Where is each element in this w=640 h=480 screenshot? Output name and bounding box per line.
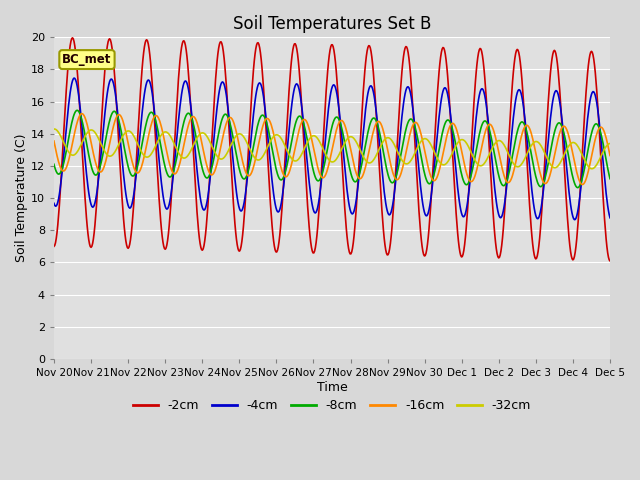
-16cm — [50, 138, 58, 144]
-8cm — [175, 146, 182, 152]
Line: -2cm: -2cm — [54, 38, 610, 261]
Line: -4cm: -4cm — [54, 78, 610, 220]
-16cm — [118, 116, 126, 121]
-16cm — [175, 165, 182, 171]
-16cm — [60, 168, 68, 174]
Title: Soil Temperatures Set B: Soil Temperatures Set B — [233, 15, 431, 33]
-8cm — [606, 176, 614, 181]
-4cm — [417, 183, 424, 189]
-2cm — [175, 76, 182, 82]
Line: -16cm: -16cm — [54, 114, 610, 184]
-32cm — [117, 136, 125, 142]
-8cm — [60, 159, 68, 165]
-32cm — [50, 126, 58, 132]
-4cm — [70, 75, 78, 81]
-2cm — [204, 204, 212, 209]
-2cm — [118, 194, 126, 200]
Legend: -2cm, -4cm, -8cm, -16cm, -32cm: -2cm, -4cm, -8cm, -16cm, -32cm — [128, 394, 536, 417]
-2cm — [68, 35, 76, 41]
-32cm — [399, 159, 407, 165]
-32cm — [204, 133, 211, 139]
-4cm — [60, 150, 68, 156]
-8cm — [401, 134, 408, 140]
-32cm — [588, 166, 596, 171]
Text: BC_met: BC_met — [62, 53, 111, 66]
-32cm — [174, 148, 182, 154]
X-axis label: Time: Time — [317, 381, 348, 394]
-2cm — [60, 125, 68, 131]
-4cm — [204, 194, 212, 200]
-4cm — [175, 118, 182, 124]
-16cm — [579, 181, 586, 187]
Line: -32cm: -32cm — [54, 129, 610, 168]
-4cm — [50, 201, 58, 206]
-32cm — [606, 141, 614, 146]
-16cm — [78, 111, 86, 117]
-4cm — [401, 96, 408, 101]
-2cm — [417, 228, 424, 234]
-8cm — [573, 185, 581, 191]
-8cm — [417, 151, 424, 156]
-16cm — [204, 166, 212, 172]
-2cm — [606, 258, 614, 264]
-32cm — [60, 140, 68, 146]
-2cm — [50, 243, 58, 249]
-16cm — [606, 153, 614, 158]
Line: -8cm: -8cm — [54, 110, 610, 188]
-32cm — [416, 140, 424, 146]
Y-axis label: Soil Temperature (C): Soil Temperature (C) — [15, 134, 28, 263]
-4cm — [606, 215, 614, 221]
-2cm — [401, 48, 408, 54]
-16cm — [417, 129, 424, 135]
-4cm — [118, 156, 126, 162]
-8cm — [50, 161, 58, 167]
-8cm — [118, 132, 126, 138]
-4cm — [571, 217, 579, 223]
-8cm — [74, 108, 81, 113]
-16cm — [401, 158, 408, 164]
-8cm — [204, 175, 212, 180]
